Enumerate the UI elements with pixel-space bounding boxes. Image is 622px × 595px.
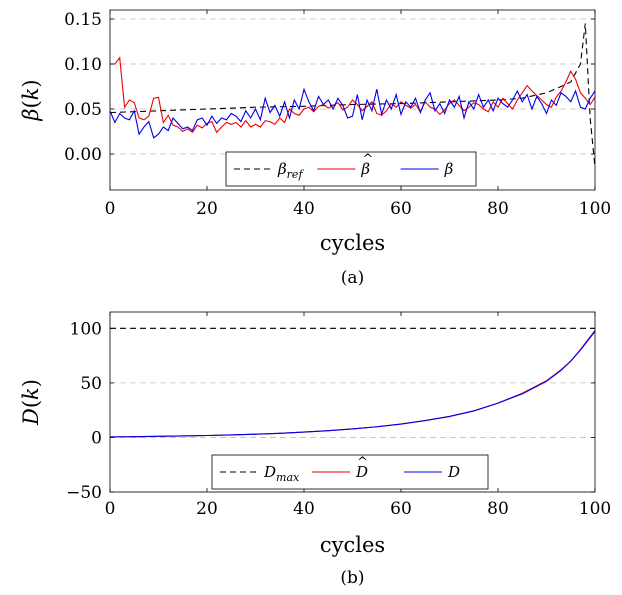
legend-label-1: D [355, 463, 368, 481]
x-tick-label: 20 [196, 199, 218, 219]
y-tick-label: 100 [70, 319, 102, 339]
y-axis-label: β(k) [19, 79, 43, 121]
y-tick-label: 0.05 [64, 100, 102, 120]
y-axis-label: D(k) [19, 379, 43, 426]
y-tick-label: 50 [80, 374, 102, 394]
y-tick-label: 0.10 [64, 55, 102, 75]
plot-frame [109, 9, 596, 191]
legend-label-1: β [360, 160, 370, 178]
x-tick-label: 100 [579, 199, 611, 219]
x-axis-label: cycles [320, 231, 385, 255]
y-tick-label: −50 [66, 483, 102, 503]
chart-panel-a: 0 20 40 60 80 100 0.00 0.05 0.10 0.15 β(k) cycles (a… [19, 9, 611, 288]
series-line-1 [110, 331, 595, 438]
y-tick-label: 0.00 [64, 145, 102, 165]
legend-label-2: β [444, 160, 454, 178]
legend-label-0: βref [277, 160, 304, 181]
x-tick-label: 0 [105, 499, 116, 519]
x-tick-label: 60 [390, 199, 412, 219]
series-line-2 [110, 87, 595, 139]
y-tick-label: 0 [91, 428, 102, 448]
x-tick-label: 80 [487, 499, 509, 519]
legend-hat-1: ^ [357, 455, 368, 470]
legend: Dmax D^D [211, 454, 489, 490]
y-tick-label: 0.15 [64, 10, 102, 30]
x-tick-label: 80 [487, 199, 509, 219]
legend: βref β^β [225, 151, 477, 187]
x-tick-label: 20 [196, 499, 218, 519]
panel-caption: (a) [341, 268, 364, 288]
x-tick-label: 0 [105, 199, 116, 219]
panel-caption: (b) [340, 568, 364, 588]
x-tick-label: 60 [390, 499, 412, 519]
x-tick-label: 40 [293, 199, 315, 219]
plot-frame [109, 311, 596, 493]
legend-label-0: Dmax [263, 463, 300, 484]
series-line-0 [110, 23, 595, 168]
x-tick-label: 100 [579, 499, 611, 519]
x-axis-label: cycles [320, 533, 385, 557]
legend-hat-1: ^ [362, 152, 373, 167]
series-line-1 [110, 56, 595, 134]
legend-label-2: D [447, 463, 460, 481]
series-line-2 [110, 330, 595, 438]
x-tick-label: 40 [293, 499, 315, 519]
